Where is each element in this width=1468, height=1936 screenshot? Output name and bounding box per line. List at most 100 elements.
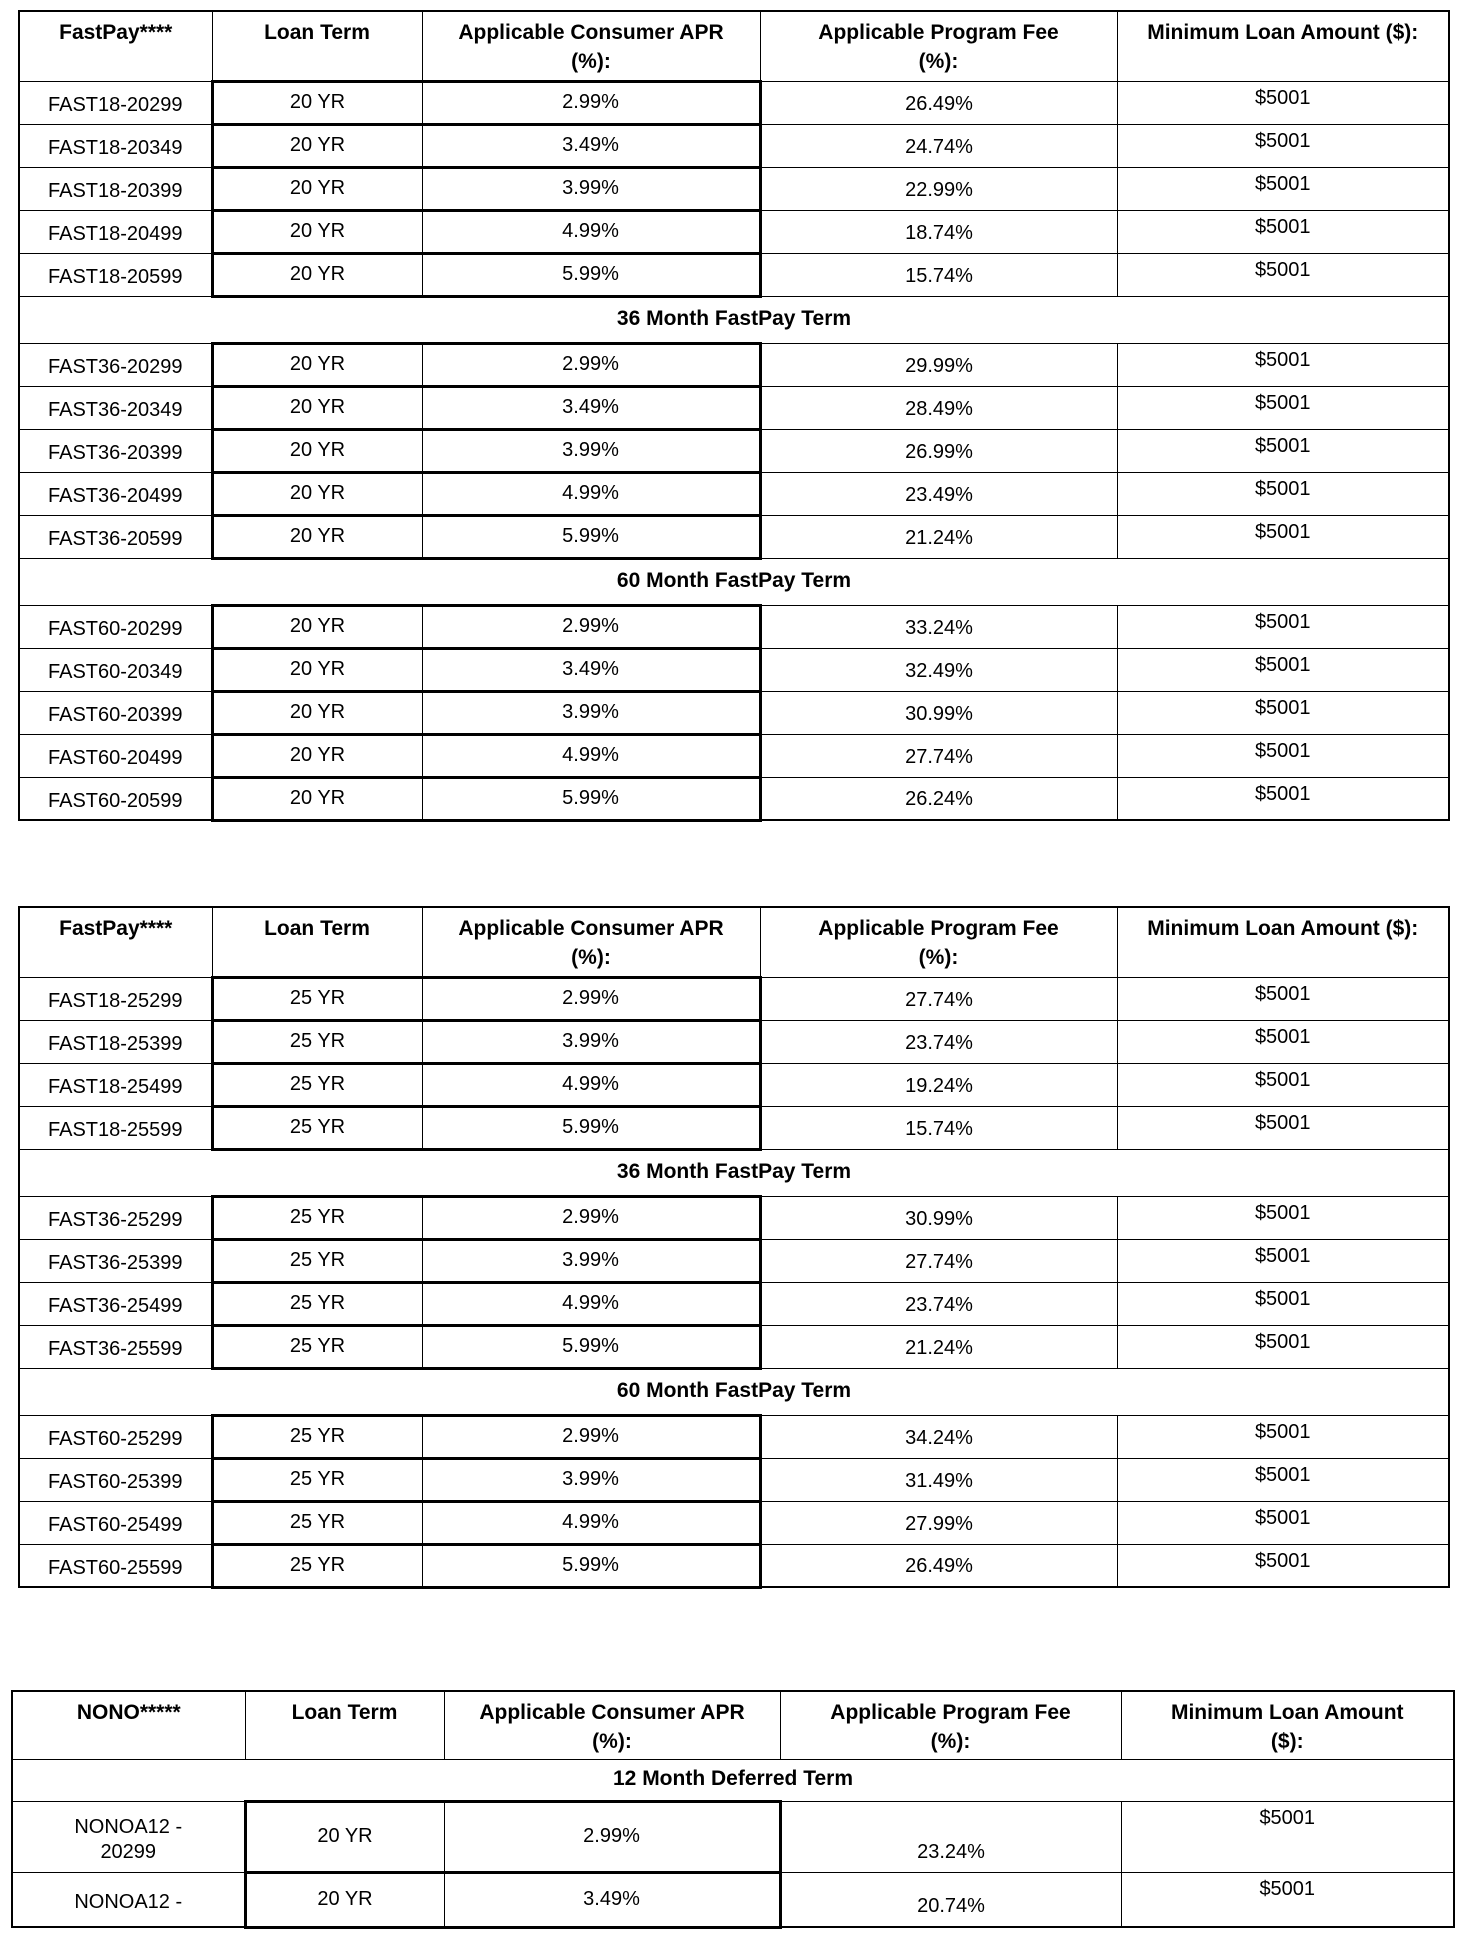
cell-min-loan-amount: $5001 [1116,385,1450,430]
cell-program-fee: 23.24% [779,1800,1122,1873]
cell-min-loan-amount: $5001 [1116,514,1450,559]
cell-min-loan-amount: $5001 [1116,1500,1450,1545]
cell-loan-term: 25 YR [210,1456,423,1503]
cell-min-loan-amount: $5001 [1120,1871,1455,1928]
column-header-sublabel: (%): [571,50,611,74]
cell-consumer-apr: 3.99% [421,689,762,736]
section-header-row: 36 Month FastPay Term [18,295,1450,344]
cell-program-fee: 30.99% [759,1195,1118,1240]
table-row: FAST18-25599 25 YR 5.99% 15.74% $5001 [18,1104,1450,1151]
cell-program-fee: 29.99% [759,342,1118,387]
cell-program-code: FAST60-25399 [18,1457,213,1502]
cell-consumer-apr: 5.99% [421,775,762,822]
fastpay-25yr-table-container: FastPay**** Loan Term Applicable Consumer … [18,906,1450,1589]
column-header-loan-term: Loan Term [211,906,423,978]
cell-program-fee: 34.24% [759,1414,1118,1459]
cell-loan-term: 20 YR [210,689,423,736]
cell-program-fee: 26.49% [759,1543,1118,1588]
cell-loan-term: 20 YR [210,603,423,650]
cell-loan-term: 20 YR [210,341,423,388]
section-header: 60 Month FastPay Term [18,557,1450,606]
cell-min-loan-amount: $5001 [1116,252,1450,297]
column-header-sublabel: (%): [571,946,611,970]
cell-consumer-apr: 2.99% [421,603,762,650]
column-header-label: Applicable Consumer APR [458,917,724,940]
cell-min-loan-amount: $5001 [1116,342,1450,387]
cell-program-code: FAST60-20399 [18,690,213,735]
cell-loan-term: 25 YR [210,1194,423,1241]
cell-program-code: FAST36-25499 [18,1281,213,1326]
cell-program-code: FAST60-25599 [18,1543,213,1588]
cell-consumer-apr: 5.99% [421,513,762,560]
cell-program-fee: 21.24% [759,1324,1118,1369]
table-row: NONOA12 -20 YR 3.49% 20.74% $5001 [11,1870,1455,1929]
cell-consumer-apr: 2.99% [421,79,762,126]
cell-loan-term: 20 YR [210,79,423,126]
column-header-loan-term: Loan Term [211,10,423,82]
cell-program-fee: 27.74% [759,733,1118,778]
cell-min-loan-amount: $5001 [1116,1543,1450,1588]
column-header-label: Minimum Loan Amount [1170,1701,1404,1724]
cell-loan-term: 20 YR [210,513,423,560]
table-row: FAST36-25399 25 YR 3.99% 27.74% $5001 [18,1237,1450,1284]
column-header-label: Applicable Program Fee [818,917,1059,940]
cell-consumer-apr: 2.99% [421,1194,762,1241]
column-header-label: Applicable Program Fee [830,1701,1071,1724]
cell-min-loan-amount: $5001 [1116,471,1450,516]
cell-loan-term: 20 YR [210,122,423,169]
column-header-label: Loan Term [264,917,370,940]
section-header-row: 60 Month FastPay Term [18,1367,1450,1416]
cell-min-loan-amount: $5001 [1116,1195,1450,1240]
table-row: FAST60-25299 25 YR 2.99% 34.24% $5001 [18,1413,1450,1460]
header-row: FastPay**** Loan Term Applicable Consumer … [18,906,1450,978]
column-header-label: FastPay**** [59,21,173,44]
table-row: FAST18-25299 25 YR 2.99% 27.74% $5001 [18,975,1450,1022]
table-row: FAST60-20299 20 YR 2.99% 33.24% $5001 [18,603,1450,650]
cell-loan-term: 20 YR [210,251,423,298]
cell-program-fee: 20.74% [779,1871,1122,1928]
cell-consumer-apr: 5.99% [421,1323,762,1370]
cell-min-loan-amount: $5001 [1116,776,1450,821]
cell-program-code: FAST36-20299 [18,342,213,387]
column-header-sublabel: ($): [1270,1730,1304,1754]
cell-program-fee: 23.49% [759,471,1118,516]
section-header-row: 12 Month Deferred Term [11,1758,1455,1802]
cell-loan-term: 20 YR [210,208,423,255]
column-header-min-loan-amount: Minimum Loan Amount ($): [1120,1690,1455,1760]
cell-program-fee: 23.74% [759,1019,1118,1064]
column-header-label: Applicable Program Fee [818,21,1059,44]
table-row: FAST36-25499 25 YR 4.99% 23.74% $5001 [18,1280,1450,1327]
cell-loan-term: 25 YR [210,1018,423,1065]
cell-consumer-apr: 3.99% [421,1237,762,1284]
cell-program-code: FAST60-20599 [18,776,213,821]
cell-min-loan-amount: $5001 [1116,604,1450,649]
cell-loan-term: 20 YR [210,427,423,474]
column-header-sublabel: (%): [930,1730,971,1754]
table-row: FAST18-20599 20 YR 5.99% 15.74% $5001 [18,251,1450,298]
cell-loan-term: 25 YR [210,1413,423,1460]
cell-min-loan-amount: $5001 [1120,1800,1455,1873]
cell-min-loan-amount: $5001 [1116,1105,1450,1150]
cell-program-code: NONOA12 - [11,1871,246,1928]
table-row: FAST18-20349 20 YR 3.49% 24.74% $5001 [18,122,1450,169]
table-row: FAST36-20299 20 YR 2.99% 29.99% $5001 [18,341,1450,388]
cell-loan-term: 20 YR [210,732,423,779]
cell-consumer-apr: 4.99% [421,1061,762,1108]
cell-program-fee: 30.99% [759,690,1118,735]
table-row: NONOA12 - 20299 20 YR 2.99% 23.24% $5001 [11,1799,1455,1874]
cell-loan-term: 20 YR [210,384,423,431]
cell-loan-term: 25 YR [210,1542,423,1589]
cell-program-fee: 27.74% [759,1238,1118,1283]
cell-loan-term: 25 YR [210,1499,423,1546]
cell-loan-term: 20 YR [210,470,423,517]
cell-min-loan-amount: $5001 [1116,209,1450,254]
column-header-program-fee: Applicable Program Fee (%): [759,906,1118,978]
column-header-min-loan-amount: Minimum Loan Amount ($): [1116,906,1450,978]
column-header-label: Minimum Loan Amount ($): [1147,21,1419,44]
cell-consumer-apr: 3.99% [421,1456,762,1503]
column-header-label: NONO***** [76,1701,181,1724]
section-header-row: 36 Month FastPay Term [18,1148,1450,1197]
cell-program-code: FAST18-20599 [18,252,213,297]
column-header-program-fee: Applicable Program Fee (%): [759,10,1118,82]
